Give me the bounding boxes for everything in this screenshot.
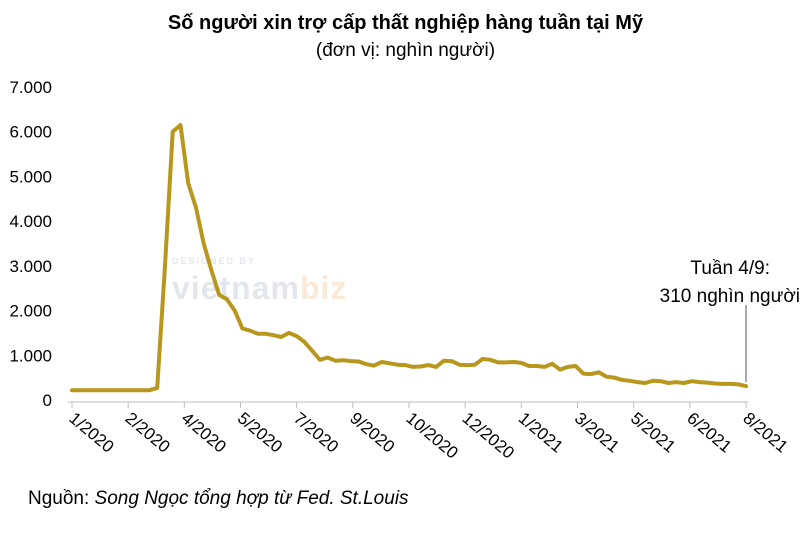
- x-axis-ticks: 1/2020 2/2020 4/2020 5/2020 7/2020 9/2020 10/2…: [65, 409, 791, 463]
- x-tick-label: 1/2021: [515, 409, 567, 457]
- y-tick-label: 4.000: [9, 212, 52, 231]
- watermark-brand-text: vietnam: [172, 270, 300, 306]
- x-tick-label: 5/2020: [234, 409, 286, 457]
- source-note: Nguồn: Song Ngọc tổng hợp từ Fed. St.Lou…: [28, 488, 409, 510]
- x-tick-label: 6/2021: [683, 409, 735, 457]
- x-tick-label: 4/2020: [178, 409, 230, 457]
- x-tick-label: 10/2020: [402, 409, 461, 463]
- y-tick-label: 6.000: [9, 123, 52, 142]
- annotation-line-2: 310 nghìn người: [660, 286, 800, 307]
- x-tick-label: 5/2021: [627, 409, 679, 457]
- y-tick-label: 5.000: [9, 167, 52, 186]
- x-tick-label: 3/2021: [571, 409, 623, 457]
- y-tick-label: 7.000: [9, 78, 52, 97]
- x-tick-label: 8/2021: [739, 409, 791, 457]
- y-axis-ticks: 0 1.000 2.000 3.000 4.000 5.000 6.000 7.000: [9, 78, 52, 410]
- annotation-line-1: Tuần 4/9:: [690, 258, 770, 279]
- series-line-unemployment-claims: [70, 123, 748, 393]
- y-tick-label: 0: [43, 391, 52, 410]
- x-tick-label: 9/2020: [346, 409, 398, 457]
- x-axis-tick-marks: [71, 402, 747, 408]
- watermark-logo: DESIGNED BY vietnambiz: [172, 256, 348, 307]
- x-tick-label: 2/2020: [122, 409, 174, 457]
- x-tick-label: 7/2020: [290, 409, 342, 457]
- x-tick-label: 12/2020: [459, 409, 518, 463]
- watermark-top-text: DESIGNED BY: [172, 256, 257, 266]
- y-tick-label: 2.000: [9, 302, 52, 321]
- chart-title: Số người xin trợ cấp thất nghiệp hàng tu…: [167, 12, 644, 34]
- source-label: Nguồn:: [28, 488, 95, 509]
- watermark-brand-accent: biz: [299, 270, 348, 306]
- chart-subtitle: (đơn vị: nghìn người): [315, 40, 496, 61]
- source-text: Song Ngọc tổng hợp từ Fed. St.Louis: [94, 488, 409, 509]
- x-tick-label: 1/2020: [65, 409, 117, 457]
- y-tick-label: 1.000: [9, 346, 52, 365]
- y-tick-label: 3.000: [9, 257, 52, 276]
